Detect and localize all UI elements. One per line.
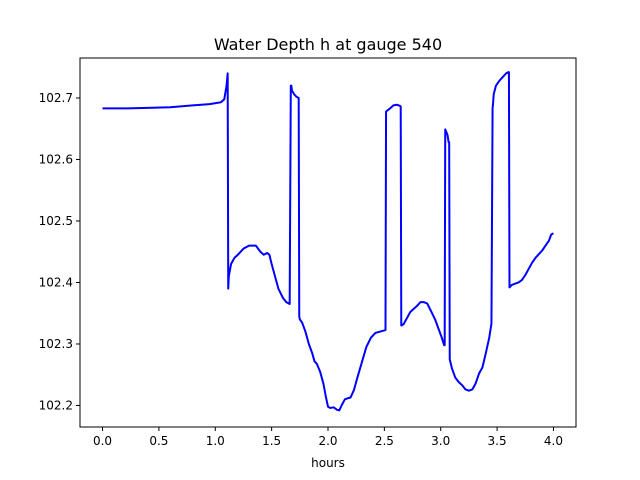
y-tick-label: 102.3	[39, 337, 73, 351]
x-axis-ticks: 0.0 0.5 1.0 1.5 2.0 2.5 3.0 3.5 4.0	[93, 427, 563, 448]
x-tick-label: 1.0	[206, 434, 225, 448]
x-tick-label: 2.0	[318, 434, 337, 448]
chart-title: Water Depth h at gauge 540	[214, 35, 442, 54]
y-tick-label: 102.7	[39, 91, 73, 105]
y-tick-label: 102.4	[39, 275, 73, 289]
x-tick-label: 1.5	[262, 434, 281, 448]
y-tick-label: 102.2	[39, 398, 73, 412]
x-tick-label: 0.0	[93, 434, 112, 448]
y-tick-label: 102.5	[39, 214, 73, 228]
x-tick-label: 3.0	[431, 434, 450, 448]
x-tick-label: 2.5	[375, 434, 394, 448]
x-axis-label: hours	[311, 456, 345, 470]
series-line	[102, 71, 554, 412]
x-tick-label: 0.5	[149, 434, 168, 448]
y-tick-label: 102.6	[39, 152, 73, 166]
y-axis-ticks: 102.2 102.3 102.4 102.5 102.6 102.7	[39, 91, 80, 412]
x-tick-label: 3.5	[488, 434, 507, 448]
x-tick-label: 4.0	[544, 434, 563, 448]
